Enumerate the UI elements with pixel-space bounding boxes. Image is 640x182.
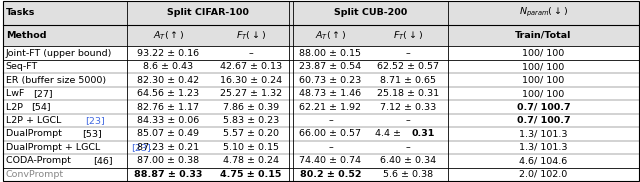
- Text: 2.0/ 102.0: 2.0/ 102.0: [519, 170, 568, 179]
- Text: 100/ 100: 100/ 100: [522, 49, 564, 58]
- Text: ER (buffer size 5000): ER (buffer size 5000): [6, 76, 106, 85]
- Text: 82.30 ± 0.42: 82.30 ± 0.42: [138, 76, 200, 85]
- Text: 6.40 ± 0.34: 6.40 ± 0.34: [380, 156, 436, 165]
- Text: Tasks: Tasks: [6, 8, 35, 17]
- Text: 48.73 ± 1.46: 48.73 ± 1.46: [300, 89, 362, 98]
- Text: 84.33 ± 0.06: 84.33 ± 0.06: [138, 116, 200, 125]
- Text: 60.73 ± 0.23: 60.73 ± 0.23: [300, 76, 362, 85]
- Text: Joint-FT (upper bound): Joint-FT (upper bound): [6, 49, 112, 58]
- Text: –: –: [406, 143, 411, 152]
- Text: 66.00 ± 0.57: 66.00 ± 0.57: [300, 129, 362, 139]
- Text: [23]: [23]: [85, 116, 105, 125]
- Text: 1.3/ 101.3: 1.3/ 101.3: [519, 143, 568, 152]
- Text: Split CUB-200: Split CUB-200: [334, 8, 407, 17]
- Text: $F_T(\downarrow)$: $F_T(\downarrow)$: [236, 29, 266, 42]
- Text: 87.00 ± 0.38: 87.00 ± 0.38: [138, 156, 200, 165]
- Text: 7.12 ± 0.33: 7.12 ± 0.33: [380, 102, 436, 112]
- Text: 5.6 ± 0.38: 5.6 ± 0.38: [383, 170, 433, 179]
- Text: 1.3/ 101.3: 1.3/ 101.3: [519, 129, 568, 139]
- Text: L2P + LGCL: L2P + LGCL: [6, 116, 67, 125]
- Text: 100/ 100: 100/ 100: [522, 62, 564, 71]
- Text: DualPrompt: DualPrompt: [6, 129, 65, 139]
- Text: LwF: LwF: [6, 89, 27, 98]
- Bar: [3, 25, 639, 46]
- Text: –: –: [406, 116, 411, 125]
- Text: 0.7/ 100.7: 0.7/ 100.7: [516, 102, 570, 112]
- Text: [46]: [46]: [93, 156, 113, 165]
- Text: 25.27 ± 1.32: 25.27 ± 1.32: [220, 89, 282, 98]
- Text: 93.22 ± 0.16: 93.22 ± 0.16: [138, 49, 200, 58]
- Text: 80.2 ± 0.52: 80.2 ± 0.52: [300, 170, 361, 179]
- Text: 7.86 ± 0.39: 7.86 ± 0.39: [223, 102, 279, 112]
- Text: [53]: [53]: [82, 129, 102, 139]
- Text: [27]: [27]: [33, 89, 53, 98]
- Text: 16.30 ± 0.24: 16.30 ± 0.24: [220, 76, 282, 85]
- Text: $A_T(\uparrow)$: $A_T(\uparrow)$: [315, 29, 346, 42]
- Text: 62.21 ± 1.92: 62.21 ± 1.92: [300, 102, 362, 112]
- Text: $F_T(\downarrow)$: $F_T(\downarrow)$: [394, 29, 424, 42]
- Text: 100/ 100: 100/ 100: [522, 89, 564, 98]
- Text: 8.71 ± 0.65: 8.71 ± 0.65: [380, 76, 436, 85]
- Text: 4.4 ±: 4.4 ±: [374, 129, 404, 139]
- Text: 87.23 ± 0.21: 87.23 ± 0.21: [138, 143, 200, 152]
- Text: L2P: L2P: [6, 102, 26, 112]
- Text: 88.87 ± 0.33: 88.87 ± 0.33: [134, 170, 203, 179]
- Text: 88.00 ± 0.15: 88.00 ± 0.15: [300, 49, 362, 58]
- Text: Split CIFAR-100: Split CIFAR-100: [167, 8, 249, 17]
- Text: 0.7/ 100.7: 0.7/ 100.7: [516, 116, 570, 125]
- Text: $A_T(\uparrow)$: $A_T(\uparrow)$: [153, 29, 184, 42]
- Text: Seq-FT: Seq-FT: [6, 62, 38, 71]
- Text: –: –: [249, 49, 253, 58]
- Text: [23]: [23]: [131, 143, 151, 152]
- Text: 82.76 ± 1.17: 82.76 ± 1.17: [138, 102, 200, 112]
- Text: 8.6 ± 0.43: 8.6 ± 0.43: [143, 62, 193, 71]
- Text: 5.10 ± 0.15: 5.10 ± 0.15: [223, 143, 279, 152]
- Text: –: –: [328, 116, 333, 125]
- Text: –: –: [406, 49, 411, 58]
- Text: $N_{param}(\downarrow)$: $N_{param}(\downarrow)$: [519, 6, 568, 19]
- Text: –: –: [328, 143, 333, 152]
- Text: Train/Total: Train/Total: [515, 31, 572, 40]
- Text: 64.56 ± 1.23: 64.56 ± 1.23: [138, 89, 200, 98]
- Text: 5.83 ± 0.23: 5.83 ± 0.23: [223, 116, 279, 125]
- Text: 100/ 100: 100/ 100: [522, 76, 564, 85]
- Text: Method: Method: [6, 31, 46, 40]
- Text: 4.75 ± 0.15: 4.75 ± 0.15: [220, 170, 282, 179]
- Text: 4.6/ 104.6: 4.6/ 104.6: [519, 156, 568, 165]
- Text: DualPrompt + LGCL: DualPrompt + LGCL: [6, 143, 103, 152]
- Text: 74.40 ± 0.74: 74.40 ± 0.74: [300, 156, 362, 165]
- Text: 62.52 ± 0.57: 62.52 ± 0.57: [378, 62, 439, 71]
- Text: 25.18 ± 0.31: 25.18 ± 0.31: [378, 89, 440, 98]
- Bar: [3, 1, 639, 25]
- Text: 0.31: 0.31: [412, 129, 435, 139]
- Text: 4.78 ± 0.24: 4.78 ± 0.24: [223, 156, 279, 165]
- Text: ConvPrompt: ConvPrompt: [6, 170, 64, 179]
- Text: CODA-Prompt: CODA-Prompt: [6, 156, 74, 165]
- Text: 5.57 ± 0.20: 5.57 ± 0.20: [223, 129, 279, 139]
- Text: [54]: [54]: [31, 102, 51, 112]
- Text: 85.07 ± 0.49: 85.07 ± 0.49: [138, 129, 200, 139]
- Text: 23.87 ± 0.54: 23.87 ± 0.54: [300, 62, 362, 71]
- Text: 42.67 ± 0.13: 42.67 ± 0.13: [220, 62, 282, 71]
